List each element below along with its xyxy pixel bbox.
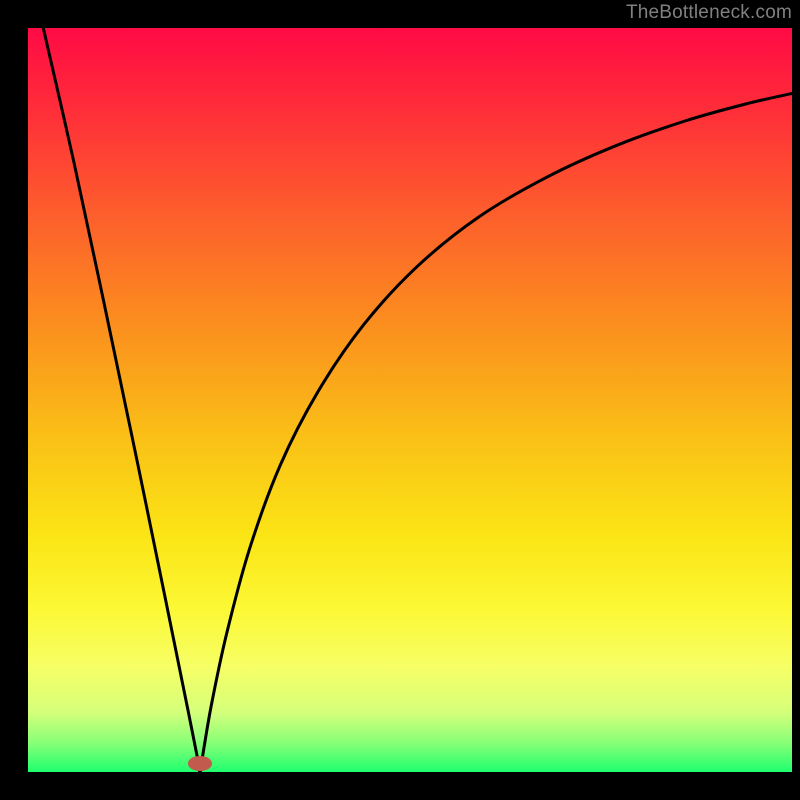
- bottleneck-curve-svg: [28, 28, 792, 772]
- frame-bottom: [0, 772, 800, 800]
- bottleneck-curve: [43, 28, 792, 772]
- frame-left: [0, 0, 28, 800]
- optimum-marker: [188, 756, 212, 771]
- plot-area: [28, 28, 792, 772]
- watermark-text: TheBottleneck.com: [626, 2, 792, 24]
- frame-right: [792, 0, 800, 800]
